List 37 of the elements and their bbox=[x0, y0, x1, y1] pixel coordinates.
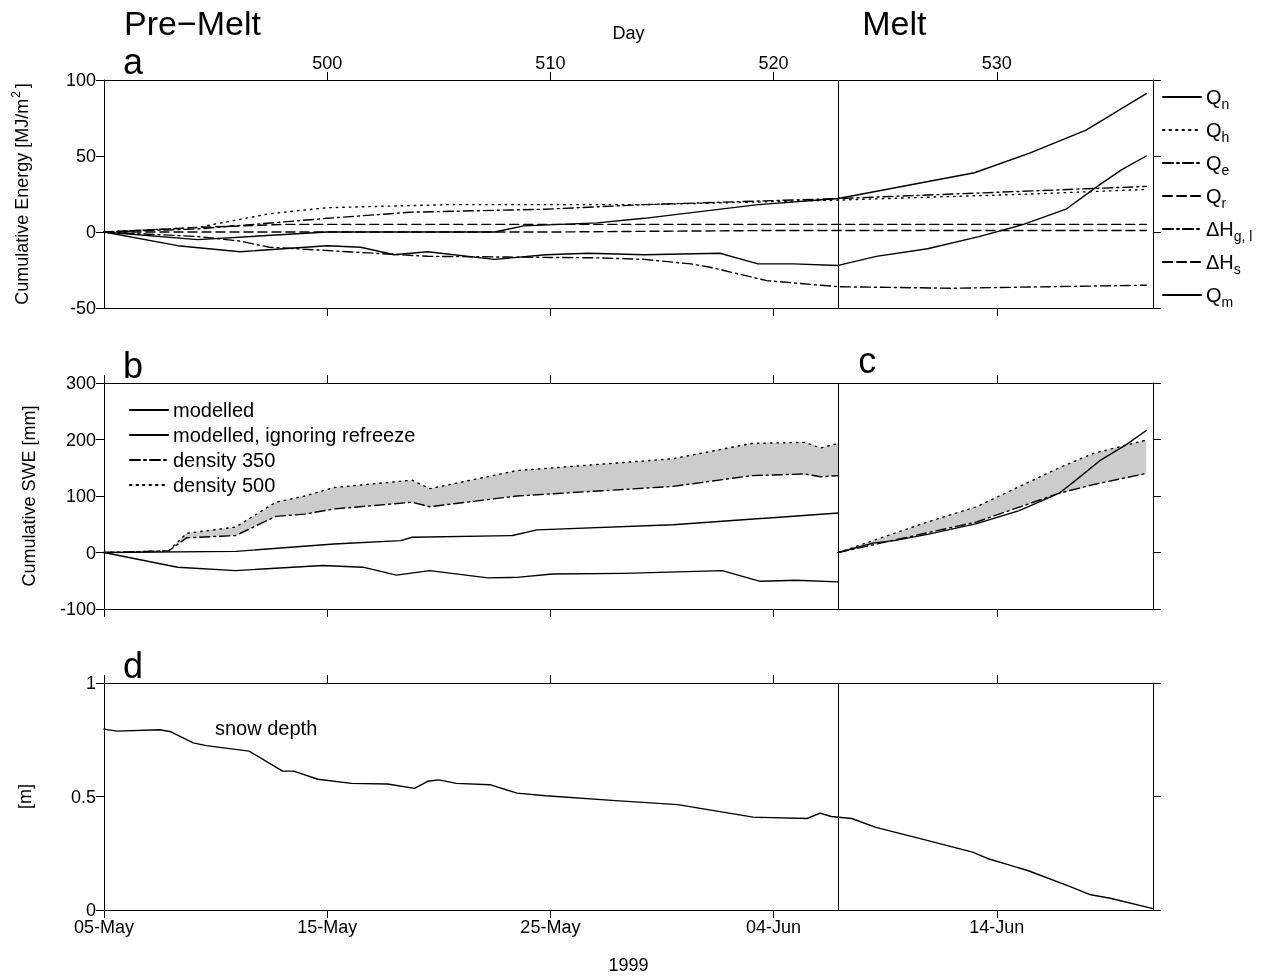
y-tick-label: -100 bbox=[59, 599, 96, 619]
legend-label: density 500 bbox=[173, 474, 276, 496]
y-axis-title: [m] bbox=[15, 784, 35, 809]
y-tick-label: 0 bbox=[85, 222, 96, 242]
x-tick-label: 04-Jun bbox=[746, 917, 802, 937]
y-tick-label: 0 bbox=[85, 542, 96, 563]
y-tick-label: 100 bbox=[65, 486, 96, 506]
y-tick-label: 50 bbox=[75, 146, 96, 166]
x-tick-label: 530 bbox=[981, 53, 1012, 73]
x-axis-title: 1999 bbox=[608, 955, 649, 975]
y-tick-label: -50 bbox=[69, 298, 96, 318]
chart-title: a bbox=[123, 40, 144, 82]
y-tick-label: 200 bbox=[65, 429, 96, 450]
x-tick-label: 05-May bbox=[73, 917, 135, 937]
text: Pre−Melt bbox=[124, 4, 262, 42]
legend-label: density 350 bbox=[173, 449, 276, 471]
x-tick-label: 510 bbox=[535, 53, 566, 73]
chart-title: d bbox=[123, 644, 144, 686]
y-axis-title: Cumulative SWE [mm] bbox=[19, 405, 39, 587]
x-axis-title: Day bbox=[612, 23, 645, 43]
text: Melt bbox=[862, 4, 928, 42]
legend-label: modelled, ignoring refreeze bbox=[173, 424, 416, 446]
x-tick-label: 520 bbox=[758, 53, 789, 73]
x-tick-label: 500 bbox=[312, 53, 343, 73]
x-tick-label: 25-May bbox=[520, 917, 581, 937]
y-tick-label: 1 bbox=[85, 673, 96, 693]
x-tick-label: 14-Jun bbox=[969, 917, 1025, 937]
y-tick-label: 0.5 bbox=[70, 786, 96, 807]
y-tick-label: 300 bbox=[65, 373, 96, 393]
y-axis-title: Cumulative Energy [MJ/m2] bbox=[9, 83, 32, 305]
y-tick-label: 100 bbox=[65, 70, 96, 90]
legend-label: modelled bbox=[173, 399, 255, 421]
x-tick-label: 15-May bbox=[297, 917, 358, 937]
chart-title: b bbox=[123, 344, 144, 386]
text: c bbox=[858, 339, 877, 381]
annotation: snow depth bbox=[215, 717, 318, 739]
y-tick-label: 0 bbox=[85, 900, 96, 920]
